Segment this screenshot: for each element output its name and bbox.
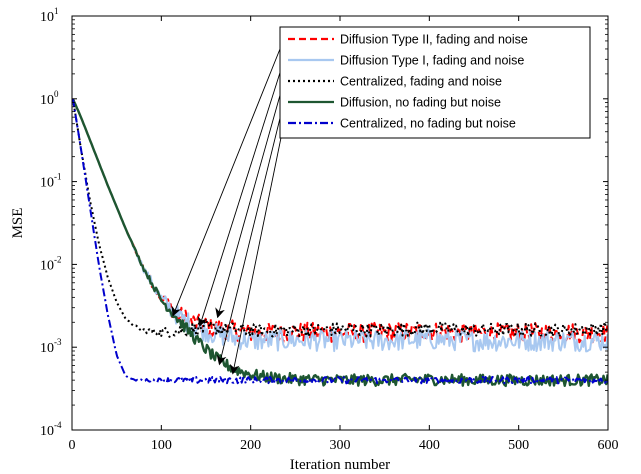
legend-label-1: Diffusion Type II, fading and noise: [340, 33, 528, 47]
y-tick-label: 101: [40, 6, 59, 25]
curves: [72, 98, 608, 388]
x-tick-label: 200: [240, 438, 261, 453]
legend: Diffusion Type II, fading and noise Diffu…: [279, 26, 591, 139]
annotation-arrow-2: [197, 59, 285, 328]
x-tick-label: 600: [598, 438, 619, 453]
legend-label-2: Diffusion Type I, fading and noise: [340, 54, 524, 68]
x-tick-label: 100: [151, 438, 172, 453]
y-tick-label: 10-4: [40, 420, 62, 439]
series-line-3: [72, 98, 608, 338]
legend-box: [279, 26, 591, 139]
x-tick-label: 0: [69, 438, 76, 453]
legend-label-5: Centralized, no fading but noise: [340, 117, 516, 131]
y-tick-label: 100: [40, 89, 59, 108]
y-tick-label: 10-2: [40, 254, 62, 273]
axis-ticks: 0 100 200 300 400 500 600 10-4 10-3 10-2 10-1 100 10…: [40, 6, 619, 453]
legend-label-3: Centralized, fading and noise: [340, 75, 502, 89]
x-tick-label: 300: [330, 438, 351, 453]
y-axis-title: MSE: [10, 208, 26, 239]
annotation-arrow-4: [216, 101, 285, 366]
x-tick-label: 500: [508, 438, 529, 453]
annotation-arrow-3: [215, 80, 285, 319]
y-tick-label: 10-3: [40, 337, 62, 356]
x-axis-title: Iteration number: [290, 457, 390, 473]
x-tick-label: 400: [419, 438, 440, 453]
y-tick-label: 10-1: [40, 172, 62, 191]
annotation-arrows: [171, 38, 285, 375]
legend-label-4: Diffusion, no fading but noise: [340, 96, 501, 110]
series-line-4: [72, 98, 608, 388]
annotation-arrow-1: [171, 38, 285, 317]
series-line-5: [72, 98, 608, 385]
annotation-arrow-5: [229, 122, 285, 375]
